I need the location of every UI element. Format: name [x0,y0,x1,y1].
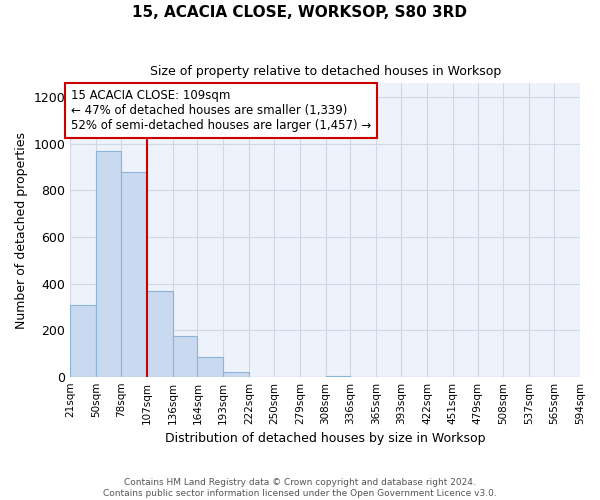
X-axis label: Distribution of detached houses by size in Worksop: Distribution of detached houses by size … [165,432,485,445]
Bar [70,304,96,376]
Text: 15, ACACIA CLOSE, WORKSOP, S80 3RD: 15, ACACIA CLOSE, WORKSOP, S80 3RD [133,5,467,20]
Bar [197,357,223,376]
Y-axis label: Number of detached properties: Number of detached properties [15,132,28,328]
Bar [223,372,249,376]
Bar [147,290,173,376]
Text: Contains HM Land Registry data © Crown copyright and database right 2024.
Contai: Contains HM Land Registry data © Crown c… [103,478,497,498]
Bar [173,336,197,376]
Text: 15 ACACIA CLOSE: 109sqm
← 47% of detached houses are smaller (1,339)
52% of semi: 15 ACACIA CLOSE: 109sqm ← 47% of detache… [71,89,371,132]
Bar [121,172,147,376]
Bar [96,151,121,376]
Title: Size of property relative to detached houses in Worksop: Size of property relative to detached ho… [149,65,501,78]
